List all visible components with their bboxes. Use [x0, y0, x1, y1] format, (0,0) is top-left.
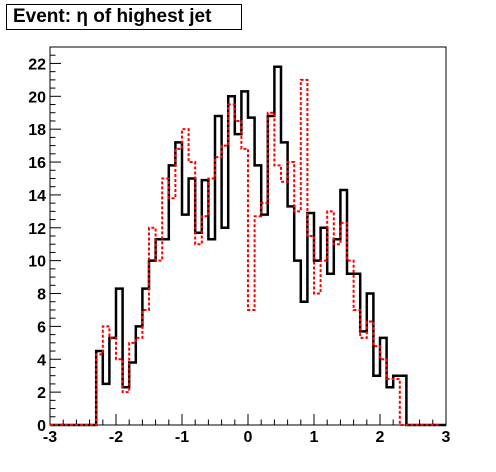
y-tick-label: 20: [28, 89, 46, 106]
x-tick-label: 0: [244, 429, 253, 446]
x-tick-label: 2: [376, 429, 385, 446]
y-tick-label: 10: [28, 254, 46, 271]
y-tick-label: 16: [28, 155, 46, 172]
chart-title: Event: η of highest jet: [6, 4, 242, 30]
y-tick-label: 12: [28, 221, 46, 238]
y-tick-label: 22: [28, 56, 46, 73]
x-tick-label: -2: [109, 429, 123, 446]
y-tick-label: 0: [37, 418, 46, 435]
x-tick-label: -1: [175, 429, 189, 446]
series-layer: [50, 65, 446, 427]
x-tick-label: 1: [310, 429, 319, 446]
y-tick-label: 8: [37, 287, 46, 304]
y-tick-label: 18: [28, 122, 46, 139]
y-tick-label: 2: [37, 385, 46, 402]
y-tick-label: 14: [28, 188, 46, 205]
histogram-series-2: [50, 78, 440, 426]
x-tick-label: -3: [43, 429, 57, 446]
y-tick-label: 4: [37, 352, 46, 369]
x-tick-label: 3: [442, 429, 451, 446]
y-tick-label: 6: [37, 319, 46, 336]
